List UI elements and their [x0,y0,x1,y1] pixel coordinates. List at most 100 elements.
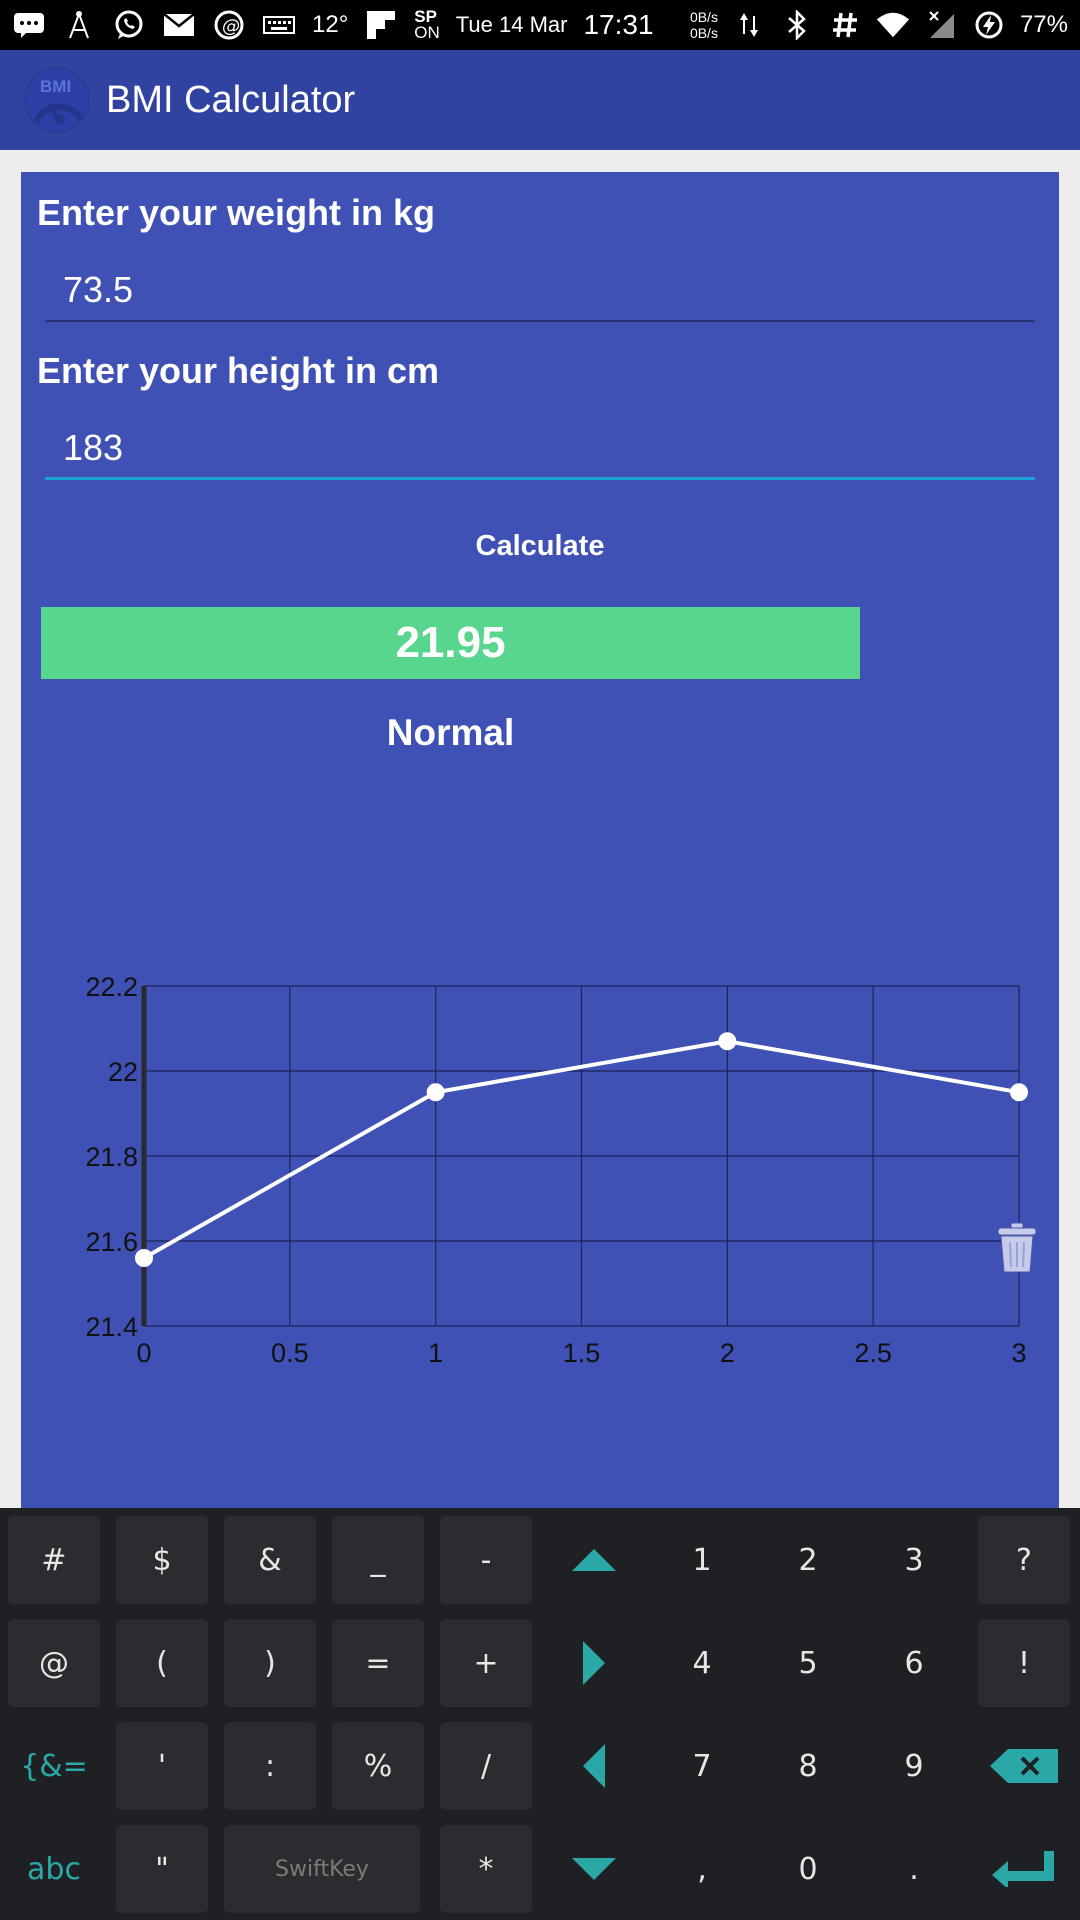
key-comma[interactable]: , [697,1851,707,1887]
y-tick-label: 21.8 [85,1142,138,1172]
battery-saver-icon [972,8,1006,42]
cursor-left-key[interactable] [548,1722,640,1810]
y-tick-label: 21.6 [85,1227,138,1257]
key-plus[interactable]: + [440,1619,532,1707]
key-2[interactable]: 2 [798,1542,818,1578]
y-tick-label: 21.4 [85,1312,138,1342]
data-point [718,1032,737,1051]
chart-grid [141,985,1020,1327]
x-tick-label: 1 [428,1338,443,1368]
enter-key[interactable] [978,1825,1070,1913]
wifi-icon [876,8,910,42]
key-0[interactable]: 0 [798,1851,818,1887]
enter-icon [992,1851,1054,1887]
height-label: Enter your height in cm [37,350,440,391]
key-6[interactable]: 6 [904,1645,924,1681]
key-exclamation[interactable]: ! [978,1619,1070,1707]
key-slash[interactable]: / [440,1722,532,1810]
key-at[interactable]: @ [8,1619,100,1707]
key-symbols-toggle[interactable]: {&= [20,1748,88,1784]
email-icon [162,8,196,42]
key-equals[interactable]: = [332,1619,424,1707]
bmi-category: Normal [386,712,515,753]
sp-label-top: SP [414,7,437,26]
x-tick-label: 3 [1011,1338,1026,1368]
key-abc[interactable]: abc [27,1851,81,1887]
x-tick-label: 2.5 [854,1338,892,1368]
message-notification-icon [12,8,46,42]
cursor-right-key[interactable] [548,1619,640,1707]
key-asterisk[interactable]: * [440,1825,532,1913]
date-text: Tue 14 Mar [455,12,568,37]
key-close-paren[interactable]: ) [224,1619,316,1707]
key-ampersand[interactable]: & [224,1516,316,1604]
x-tick-label: 0 [136,1338,151,1368]
y-tick-label: 22 [108,1057,138,1087]
gauge-icon [33,103,85,124]
whatsapp-icon [112,8,146,42]
sp-indicator: SP ON [414,7,440,41]
key-9[interactable]: 9 [904,1748,924,1784]
data-point [1010,1083,1028,1102]
keyboard-icon [262,8,296,42]
key-colon[interactable]: : [224,1722,316,1810]
cursor-up-key[interactable] [548,1516,640,1604]
key-dollar[interactable]: $ [116,1516,208,1604]
app-bar: BMI BMI Calculator [0,50,1080,150]
chart-axis-labels: 0 0.5 1 1.5 2 2.5 3 22.2 22 21.8 21.6 21.4 [85,972,1026,1368]
backspace-icon [990,1749,1058,1783]
swiftkey-brand: SwiftKey [275,1856,369,1882]
status-bar: @ 12° SP ON Tue 14 Mar 17:31 0B/s 0B/s [0,0,1080,50]
data-point [135,1249,153,1267]
bluetooth-icon [780,8,814,42]
app-title: BMI Calculator [106,78,356,121]
temperature-text: 12° [312,11,349,38]
net-down-text: 0B/s [689,25,718,41]
key-hash[interactable]: # [8,1516,100,1604]
x-tick-label: 1.5 [563,1338,601,1368]
key-7[interactable]: 7 [692,1748,712,1784]
key-period[interactable]: . [909,1851,919,1887]
x-tick-label: 0.5 [271,1338,309,1368]
left-arrow-icon [583,1744,605,1788]
key-8[interactable]: 8 [798,1748,818,1784]
cellular-signal-icon [924,8,958,42]
app-logo-text: BMI [40,77,72,96]
antenna-icon [62,8,96,42]
down-arrow-icon [572,1858,616,1880]
bmi-history-chart: 0 0.5 1 1.5 2 2.5 3 22.2 22 21.8 21.6 21.4 [85,972,1028,1368]
weight-label: Enter your weight in kg [37,192,436,233]
data-transfer-icon [732,8,766,42]
calculator-card: Enter your weight in kg Enter your heigh… [21,172,1059,1508]
up-arrow-icon [572,1549,616,1571]
x-tick-label: 2 [720,1338,735,1368]
series-line [143,1039,1020,1260]
data-point [426,1083,445,1102]
key-underscore[interactable]: _ [332,1516,424,1604]
height-input[interactable] [45,418,1035,480]
key-quote[interactable]: " [116,1825,208,1913]
keyboard: # $ & _ - 1 2 3 ? @ ( ) = + 4 5 6 ! {&= … [0,1508,1080,1920]
trash-icon[interactable] [996,1222,1038,1274]
svg-text:@: @ [222,16,240,37]
key-hyphen[interactable]: - [440,1516,532,1604]
battery-text: 77% [1019,11,1068,38]
key-1[interactable]: 1 [692,1542,712,1578]
key-question[interactable]: ? [978,1516,1070,1604]
backspace-key[interactable] [978,1722,1070,1810]
cursor-down-key[interactable] [548,1825,640,1913]
key-apostrophe[interactable]: ' [116,1722,208,1810]
weight-input[interactable] [45,260,1035,322]
hashtag-icon [828,8,862,42]
flipboard-icon [364,8,398,42]
calculate-button[interactable]: Calculate [475,530,605,562]
key-percent[interactable]: % [332,1722,424,1810]
app-logo: BMI [24,67,90,133]
key-5[interactable]: 5 [798,1645,818,1681]
key-4[interactable]: 4 [692,1645,712,1681]
app-notification-icon: @ [212,8,246,42]
key-3[interactable]: 3 [904,1542,924,1578]
net-up-text: 0B/s [689,9,718,25]
space-key[interactable]: SwiftKey [224,1825,420,1913]
key-open-paren[interactable]: ( [116,1619,208,1707]
